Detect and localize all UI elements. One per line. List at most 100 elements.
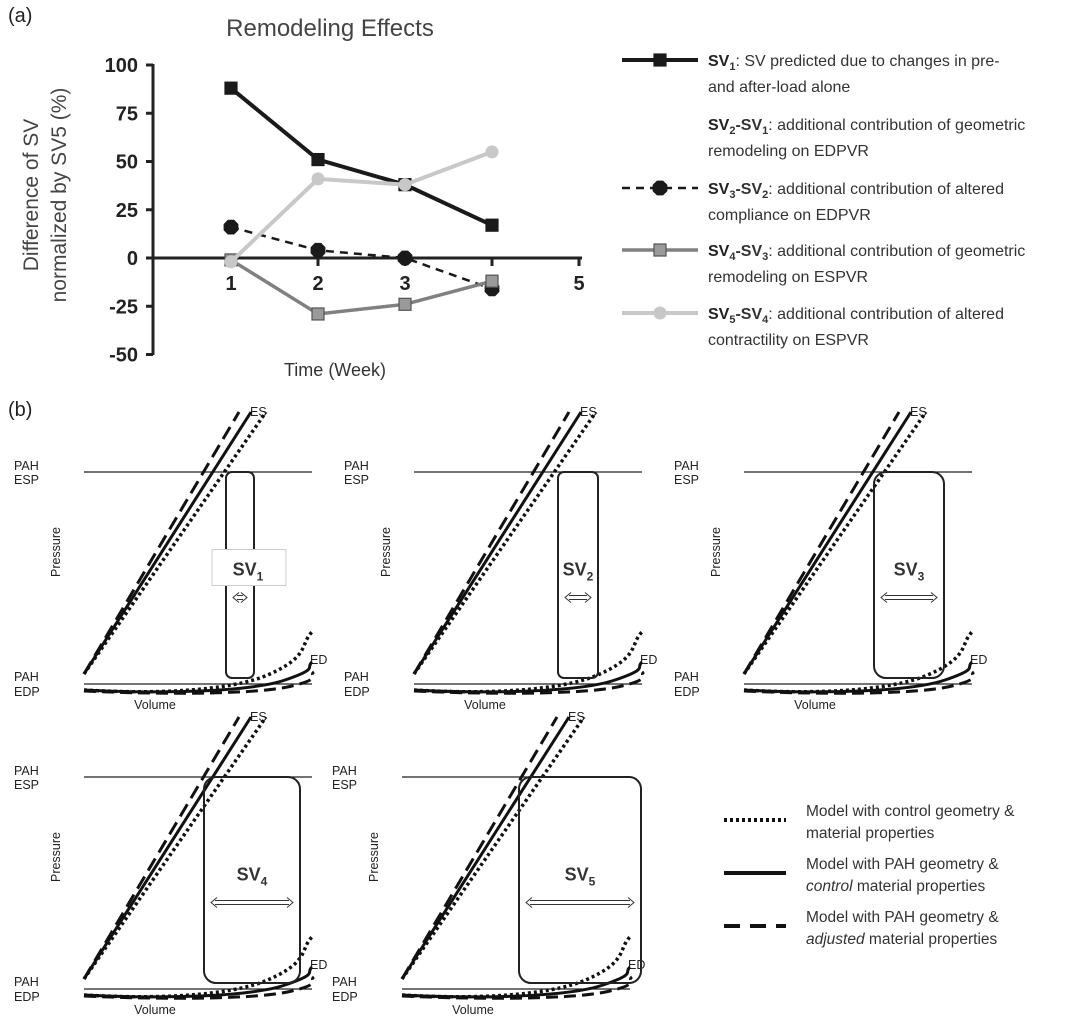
ed-label: ED <box>310 653 327 667</box>
sv-loop-label: SV4 <box>237 865 268 889</box>
esp-label: ESP <box>332 778 357 792</box>
x-axis-title: Time (Week) <box>284 360 386 380</box>
legend-a-text-line2: remodeling on ESPVR <box>708 269 868 286</box>
sv-loop <box>518 776 642 984</box>
pressure-label: Pressure <box>49 832 63 882</box>
pah-label: PAH <box>14 459 39 473</box>
legend-text: : additional contribution of altered <box>768 181 1004 198</box>
espvr-adjusted <box>82 716 241 980</box>
legend-a-text-line2: and after-load alone <box>708 79 850 96</box>
data-point <box>397 250 413 266</box>
y-tick-label: 50 <box>116 152 138 174</box>
legend-text: : additional contribution of altered <box>768 306 1004 323</box>
esp-label: ESP <box>14 778 39 792</box>
esp-label: ESP <box>14 473 39 487</box>
pah-label: PAH <box>674 459 699 473</box>
panel-a: (a) Remodeling Effects Difference of SV … <box>8 5 585 380</box>
data-point <box>311 152 325 167</box>
legend-symbol: -SV <box>735 117 762 134</box>
series-sv1 <box>224 81 499 232</box>
legend-a-item: SV1: SV predicted due to changes in pre-… <box>622 53 1000 96</box>
legend-symbol: -SV <box>735 243 762 260</box>
legend-symbol: SV <box>708 243 730 260</box>
legend-a-text-line2: contractility on ESPVR <box>708 332 869 349</box>
legend-subscript: 2 <box>762 189 768 201</box>
espvr-adjusted <box>82 411 241 675</box>
legend-b-text-line2: adjusted material properties <box>806 931 998 948</box>
espvr-control <box>412 411 598 675</box>
espvr-control <box>82 716 268 980</box>
esp-label: ESP <box>674 473 699 487</box>
sv-subscript: 1 <box>257 570 264 584</box>
legend-a-item: SV2-SV1: additional contribution of geom… <box>708 117 1025 160</box>
legend-b-text-line2: control material properties <box>806 878 985 895</box>
edpvr-control-material <box>413 660 644 694</box>
legend-a-text: SV3-SV2: additional contribution of alte… <box>708 181 1004 201</box>
legend-subscript: 3 <box>762 251 768 263</box>
edpvr-control-material <box>401 965 632 999</box>
sv-loop-label: SV2 <box>563 560 594 584</box>
pah-label: PAH <box>344 670 369 684</box>
sv-arrow-head <box>880 592 888 603</box>
espvr-control <box>400 716 586 980</box>
panel-b-label: (b) <box>8 399 32 421</box>
series-line <box>229 86 493 228</box>
pressure-label: Pressure <box>709 527 723 577</box>
y-tick-label: 0 <box>127 248 138 270</box>
legend-a-item: SV4-SV3: additional contribution of geom… <box>622 243 1025 286</box>
volume-label: Volume <box>134 1003 176 1017</box>
legend-a-text: SV5-SV4: additional contribution of alte… <box>708 306 1004 326</box>
legend-swatch-marker <box>652 180 668 196</box>
data-point <box>398 297 412 311</box>
legend-subscript: 4 <box>762 314 769 326</box>
legend-b-text-line2: material properties <box>806 825 935 842</box>
ed-label: ED <box>640 653 657 667</box>
data-point <box>485 274 499 288</box>
legend-swatch-marker <box>653 243 667 257</box>
sv-arrow-head <box>584 592 592 603</box>
svg-text:Difference of SV: Difference of SV <box>20 119 43 272</box>
data-point <box>223 219 239 235</box>
data-point <box>485 218 499 232</box>
panel-a-label: (a) <box>8 5 32 27</box>
edp-label: EDP <box>14 685 40 699</box>
legend-a-text: SV4-SV3: additional contribution of geom… <box>708 243 1025 263</box>
legend-b-rest: material properties <box>806 825 935 842</box>
y-axis-title: Difference of SV normalized by SV5 (%) <box>20 88 71 303</box>
edp-label: EDP <box>332 990 358 1004</box>
sv-label-box <box>211 549 287 587</box>
legend-symbol: SV <box>708 117 730 134</box>
espvr-control <box>82 411 268 675</box>
series-sv5-sv4 <box>224 145 499 269</box>
data-point <box>398 178 412 192</box>
esp-label: ESP <box>344 473 369 487</box>
series-layer <box>223 81 500 321</box>
y-tick-label: 75 <box>116 103 138 125</box>
volume-label: Volume <box>134 698 176 712</box>
sv-loop-label: SV5 <box>565 865 596 889</box>
legend-a-item: SV3-SV2: additional contribution of alte… <box>622 180 1004 224</box>
pah-label: PAH <box>14 975 39 989</box>
legend-a-text-line2: remodeling on EDPVR <box>708 143 869 160</box>
pah-label: PAH <box>14 764 39 778</box>
pah-label: PAH <box>674 670 699 684</box>
legend-text: : additional contribution of geometric <box>768 117 1025 134</box>
legend-b-italic: adjusted <box>806 931 866 948</box>
sv-arrow-head <box>627 897 635 908</box>
volume-label: Volume <box>794 698 836 712</box>
sv-subscript: 4 <box>261 875 268 889</box>
sv-arrow-head <box>564 592 572 603</box>
legend-a-text: SV1: SV predicted due to changes in pre- <box>708 53 1000 73</box>
volume-label: Volume <box>464 698 506 712</box>
espvr-control-material <box>400 716 571 980</box>
legend-b-rest: material properties <box>865 931 998 948</box>
pah-label: PAH <box>332 764 357 778</box>
series-sv4-sv3 <box>224 253 499 321</box>
legend-b-italic: control <box>806 878 853 895</box>
x-tick-label: 3 <box>399 273 410 295</box>
sv-subscript: 5 <box>589 875 596 889</box>
